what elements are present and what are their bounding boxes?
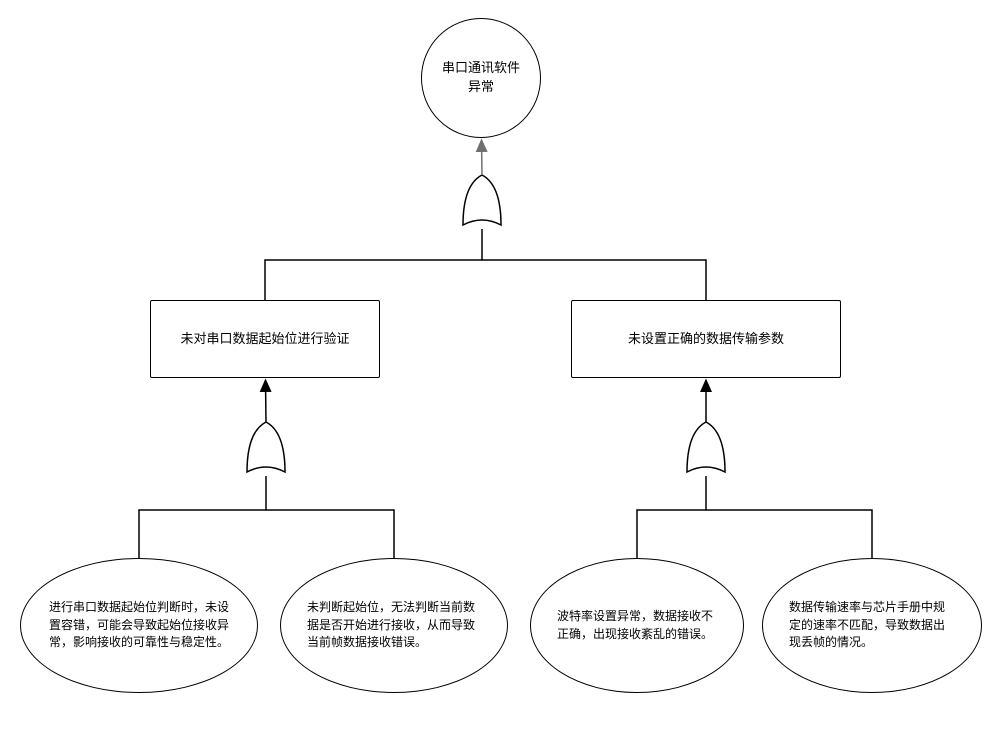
fault-tree-intermediate-left: 未对串口数据起始位进行验证 bbox=[150, 300, 380, 378]
fault-tree-leaf-3: 波特率设置异常，数据接收不正确，出现接收紊乱的错误。 bbox=[530, 558, 744, 693]
fault-tree-root: 串口通讯软件异常 bbox=[421, 18, 541, 138]
or-gate-right bbox=[683, 420, 729, 476]
fault-tree-leaf-2: 未判断起始位，无法判断当前数据是否开始进行接收，从而导致当前帧数据接收错误。 bbox=[280, 558, 508, 693]
fault-tree-intermediate-right: 未设置正确的数据传输参数 bbox=[571, 300, 841, 378]
fault-tree-leaf-4: 数据传输速率与芯片手册中规定的速率不匹配，导致数据出现丢帧的情况。 bbox=[762, 558, 982, 693]
fault-tree-leaf-1: 进行串口数据起始位判断时，未设置容错，可能会导致起始位接收异常，影响接收的可靠性… bbox=[20, 558, 258, 693]
or-gate-top bbox=[459, 173, 505, 229]
or-gate-left bbox=[243, 420, 289, 476]
